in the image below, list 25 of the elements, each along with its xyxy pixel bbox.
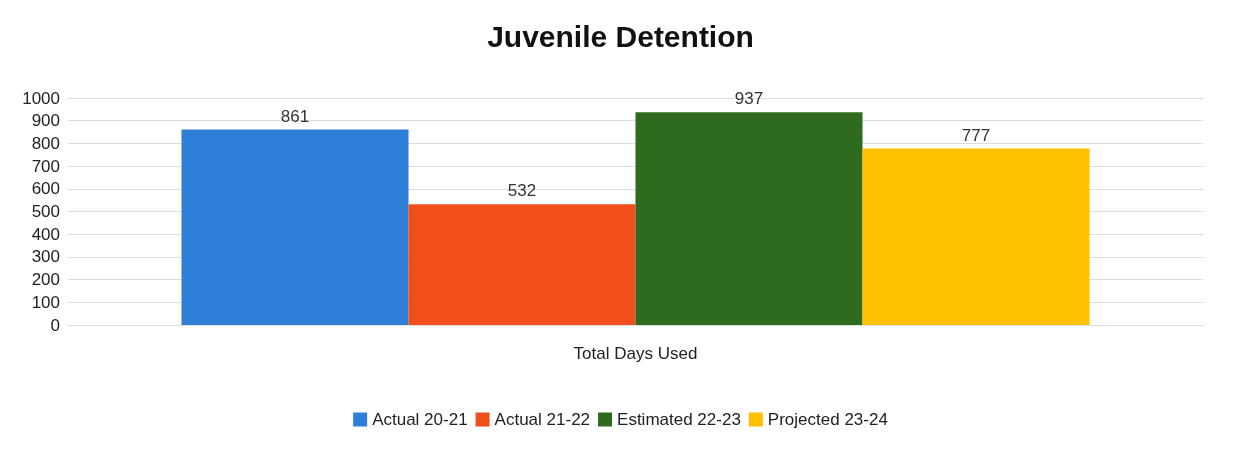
y-tick-label: 800 — [31, 133, 60, 153]
y-tick-label: 700 — [31, 156, 60, 176]
legend-label: Estimated 22-23 — [617, 410, 741, 429]
legend-label: Projected 23-24 — [767, 410, 888, 429]
data-label: 937 — [734, 89, 764, 109]
y-tick-label: 200 — [31, 270, 60, 290]
y-tick-label: 900 — [31, 111, 60, 131]
chart-title: Juvenile Detention — [487, 19, 754, 53]
data-label: 861 — [280, 106, 310, 126]
y-tick-label: 600 — [31, 179, 60, 199]
y-tick-label: 400 — [31, 224, 60, 244]
legend-label: Actual 20-21 — [372, 410, 468, 429]
y-tick-label: 100 — [31, 292, 60, 312]
y-tick-label: 300 — [31, 247, 60, 267]
bar — [181, 129, 409, 325]
x-tick-label: Total Days Used — [573, 344, 698, 363]
y-tick-label: 500 — [31, 202, 60, 221]
y-tick-label: 0 — [50, 315, 60, 335]
bar — [635, 112, 863, 325]
y-tick-label: 1000 — [22, 88, 60, 108]
data-label: 532 — [507, 181, 537, 201]
bar — [862, 148, 1090, 325]
data-label: 777 — [961, 125, 991, 145]
bar — [408, 204, 636, 325]
legend-label: Actual 21-22 — [494, 410, 591, 429]
